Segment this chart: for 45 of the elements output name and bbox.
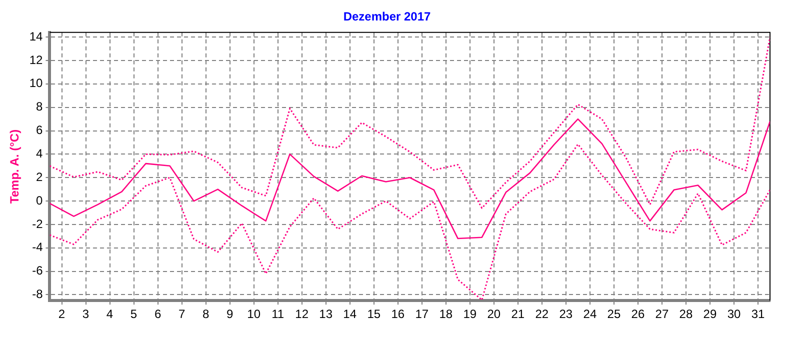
chart-title: Dezember 2017 bbox=[343, 10, 432, 24]
x-tick-label: 14 bbox=[343, 307, 357, 322]
x-tick-label: 29 bbox=[703, 307, 717, 322]
x-tick-label: 16 bbox=[391, 307, 405, 322]
y-tick-label: 0 bbox=[36, 193, 44, 208]
x-tick-label: 21 bbox=[511, 307, 525, 322]
x-tick-label: 25 bbox=[607, 307, 621, 322]
x-tick-label: 31 bbox=[751, 307, 765, 322]
x-tick-label: 22 bbox=[535, 307, 549, 322]
y-tick-label: 14 bbox=[29, 29, 44, 44]
x-tick-label: 13 bbox=[319, 307, 333, 322]
y-tick-label: 8 bbox=[36, 100, 44, 114]
x-tick-label: 9 bbox=[226, 307, 234, 322]
y-tick-label: -2 bbox=[32, 216, 44, 231]
y-tick-label: -4 bbox=[32, 240, 44, 254]
x-tick-label: 10 bbox=[247, 307, 261, 322]
x-tick-label: 19 bbox=[463, 307, 477, 322]
x-tick-label: 8 bbox=[202, 307, 210, 322]
x-tick-label: 15 bbox=[367, 307, 381, 322]
x-tick-label: 6 bbox=[154, 307, 162, 322]
x-tick-label: 27 bbox=[655, 307, 669, 322]
x-tick-label: 3 bbox=[82, 307, 90, 322]
x-tick-label: 7 bbox=[178, 307, 186, 322]
y-tick-label: -8 bbox=[32, 287, 44, 302]
y-tick-label: 10 bbox=[29, 76, 44, 90]
x-tick-label: 2 bbox=[58, 307, 66, 322]
x-tick-label: 23 bbox=[559, 307, 573, 322]
x-tick-label: 24 bbox=[583, 307, 597, 322]
x-tick-label: 4 bbox=[106, 307, 114, 322]
y-tick-label: 2 bbox=[36, 170, 44, 184]
y-tick-label: -6 bbox=[32, 264, 44, 278]
line-series bbox=[50, 36, 770, 209]
x-tick-label: 18 bbox=[439, 307, 453, 322]
x-tick-label: 11 bbox=[272, 307, 284, 322]
y-tick-label: 12 bbox=[29, 52, 44, 67]
x-tick-label: 5 bbox=[130, 307, 138, 322]
x-tick-label: 17 bbox=[415, 307, 429, 322]
x-tick-label: 20 bbox=[487, 307, 501, 322]
x-tick-label: 28 bbox=[679, 307, 693, 322]
y-tick-label: 6 bbox=[36, 123, 44, 138]
y-axis-title: Temp. A. (°C) bbox=[8, 129, 22, 204]
x-tick-label: 26 bbox=[631, 307, 645, 322]
x-tick-label: 12 bbox=[295, 307, 309, 322]
x-tick-label: 30 bbox=[727, 307, 741, 322]
y-tick-label: 4 bbox=[36, 146, 44, 161]
